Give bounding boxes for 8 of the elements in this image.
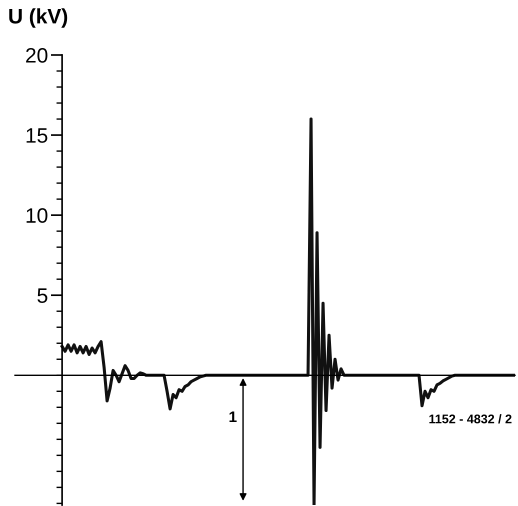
y-tick-label: 20 bbox=[26, 48, 48, 63]
line-series bbox=[60, 118, 515, 505]
y-tick-label: 5 bbox=[37, 288, 48, 303]
y-tick-label: 10 bbox=[26, 208, 48, 223]
annotation: 1152 - 4832 / 2 bbox=[429, 414, 512, 424]
annotation: 1 bbox=[230, 412, 237, 422]
y-axis-title: U (kV) bbox=[9, 8, 68, 28]
y-tick-label: 15 bbox=[26, 128, 48, 143]
